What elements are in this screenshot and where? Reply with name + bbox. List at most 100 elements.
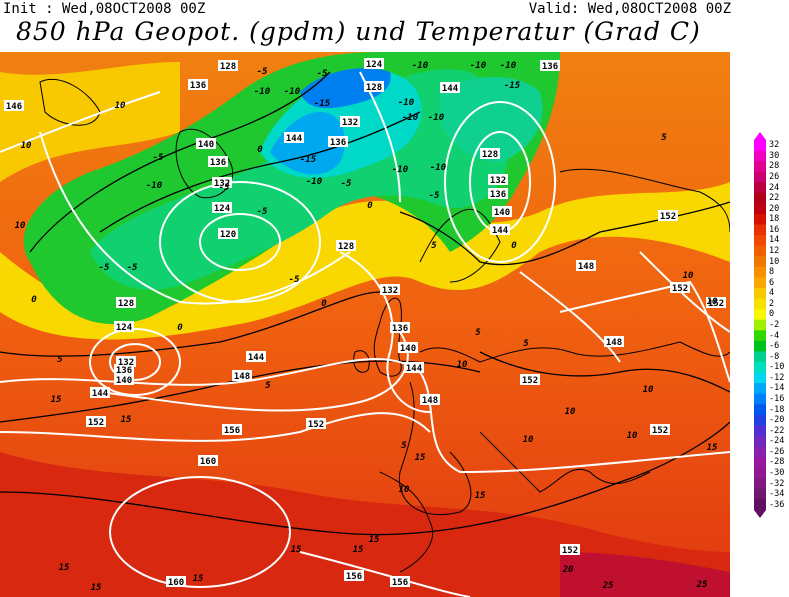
colorbar-swatch	[754, 214, 766, 226]
svg-text:152: 152	[88, 418, 104, 428]
colorbar-label: 16	[769, 224, 780, 235]
colorbar-swatch	[754, 161, 766, 173]
svg-text:152: 152	[672, 284, 688, 294]
svg-text:5: 5	[401, 441, 407, 451]
colorbar-swatch	[754, 488, 766, 500]
colorbar-swatch	[754, 362, 766, 374]
colorbar-top-arrow	[754, 132, 766, 140]
svg-text:10: 10	[683, 271, 694, 281]
colorbar-label: -26	[769, 446, 785, 457]
svg-text:136: 136	[330, 138, 346, 148]
svg-text:15: 15	[475, 491, 486, 501]
colorbar-label: -22	[769, 425, 785, 436]
svg-text:140: 140	[116, 376, 132, 386]
colorbar-label: 8	[769, 267, 775, 278]
svg-text:10: 10	[457, 360, 468, 370]
svg-text:160: 160	[168, 578, 184, 588]
svg-text:-10: -10	[428, 113, 445, 123]
temperature-colorbar	[754, 132, 766, 518]
colorbar-label: 30	[769, 150, 780, 161]
svg-text:-15: -15	[300, 155, 317, 165]
colorbar-label: 14	[769, 235, 780, 246]
colorbar-label: -8	[769, 351, 780, 362]
valid-time-label: Valid: Wed,08OCT2008 00Z	[528, 1, 731, 17]
init-time-label: Init : Wed,08OCT2008 00Z	[3, 1, 206, 17]
svg-text:5: 5	[523, 339, 529, 349]
svg-text:-10: -10	[254, 87, 271, 97]
svg-text:128: 128	[338, 242, 354, 252]
colorbar-swatch	[754, 309, 766, 321]
colorbar-label: -18	[769, 404, 785, 415]
svg-text:152: 152	[562, 546, 578, 556]
svg-text:136: 136	[190, 81, 206, 91]
colorbar-label: -10	[769, 362, 785, 373]
svg-text:5: 5	[431, 241, 437, 251]
svg-text:136: 136	[490, 190, 506, 200]
svg-text:-15: -15	[314, 99, 331, 109]
svg-text:10: 10	[15, 221, 26, 231]
svg-text:144: 144	[286, 134, 303, 144]
colorbar-swatch	[754, 245, 766, 257]
svg-text:-10: -10	[146, 181, 163, 191]
svg-text:140: 140	[198, 140, 214, 150]
svg-text:148: 148	[578, 262, 594, 272]
svg-text:-5: -5	[219, 183, 230, 193]
svg-text:124: 124	[214, 204, 231, 214]
svg-text:10: 10	[627, 431, 638, 441]
svg-text:146: 146	[6, 102, 22, 112]
svg-text:148: 148	[234, 372, 250, 382]
colorbar-swatch	[754, 467, 766, 479]
svg-text:128: 128	[366, 83, 382, 93]
svg-text:0: 0	[511, 241, 517, 251]
colorbar-label: 2	[769, 298, 775, 309]
colorbar-swatch	[754, 235, 766, 247]
svg-text:15: 15	[193, 574, 204, 584]
svg-text:124: 124	[366, 60, 383, 70]
svg-text:20: 20	[562, 565, 574, 575]
svg-text:152: 152	[522, 376, 538, 386]
svg-text:15: 15	[91, 583, 102, 593]
svg-text:140: 140	[400, 344, 416, 354]
isotherm-labels: -5 -5 -10 -10 -15-10 -10 -10 -10-10 -10-15 …	[15, 61, 718, 593]
colorbar-label: -32	[769, 478, 785, 489]
colorbar-bottom-arrow	[754, 510, 766, 518]
colorbar-label: 18	[769, 214, 780, 225]
colorbar-swatch	[754, 266, 766, 278]
svg-text:-10: -10	[284, 87, 301, 97]
colorbar-swatch	[754, 351, 766, 363]
colorbar-swatch	[754, 182, 766, 194]
svg-text:-5: -5	[341, 179, 352, 189]
colorbar-label: -20	[769, 415, 785, 426]
svg-text:5: 5	[57, 355, 63, 365]
svg-text:5: 5	[265, 381, 271, 391]
colorbar-label: -4	[769, 330, 780, 341]
colorbar-swatch	[754, 256, 766, 268]
svg-text:136: 136	[210, 158, 226, 168]
svg-text:156: 156	[392, 578, 408, 588]
svg-text:0: 0	[177, 323, 183, 333]
svg-text:15: 15	[369, 535, 380, 545]
colorbar-swatch	[754, 340, 766, 352]
hot-zone-south	[0, 452, 730, 597]
colorbar-swatch	[754, 171, 766, 183]
colorbar-label: -28	[769, 457, 785, 468]
svg-text:-5: -5	[257, 207, 268, 217]
colorbar-swatch	[754, 150, 766, 162]
colorbar-swatch	[754, 478, 766, 490]
colorbar-swatch	[754, 414, 766, 426]
svg-text:10: 10	[523, 435, 534, 445]
svg-text:128: 128	[118, 299, 134, 309]
svg-text:136: 136	[542, 62, 558, 72]
svg-text:5: 5	[661, 133, 667, 143]
svg-text:-5: -5	[317, 69, 328, 79]
svg-text:25: 25	[696, 580, 708, 590]
colorbar-label: 6	[769, 277, 775, 288]
colorbar-swatch	[754, 288, 766, 300]
svg-text:0: 0	[367, 201, 373, 211]
svg-text:136: 136	[392, 324, 408, 334]
colorbar-label: 22	[769, 193, 780, 204]
svg-text:132: 132	[118, 358, 134, 368]
colorbar-swatch	[754, 224, 766, 236]
svg-text:10: 10	[115, 101, 126, 111]
svg-text:0: 0	[257, 145, 263, 155]
